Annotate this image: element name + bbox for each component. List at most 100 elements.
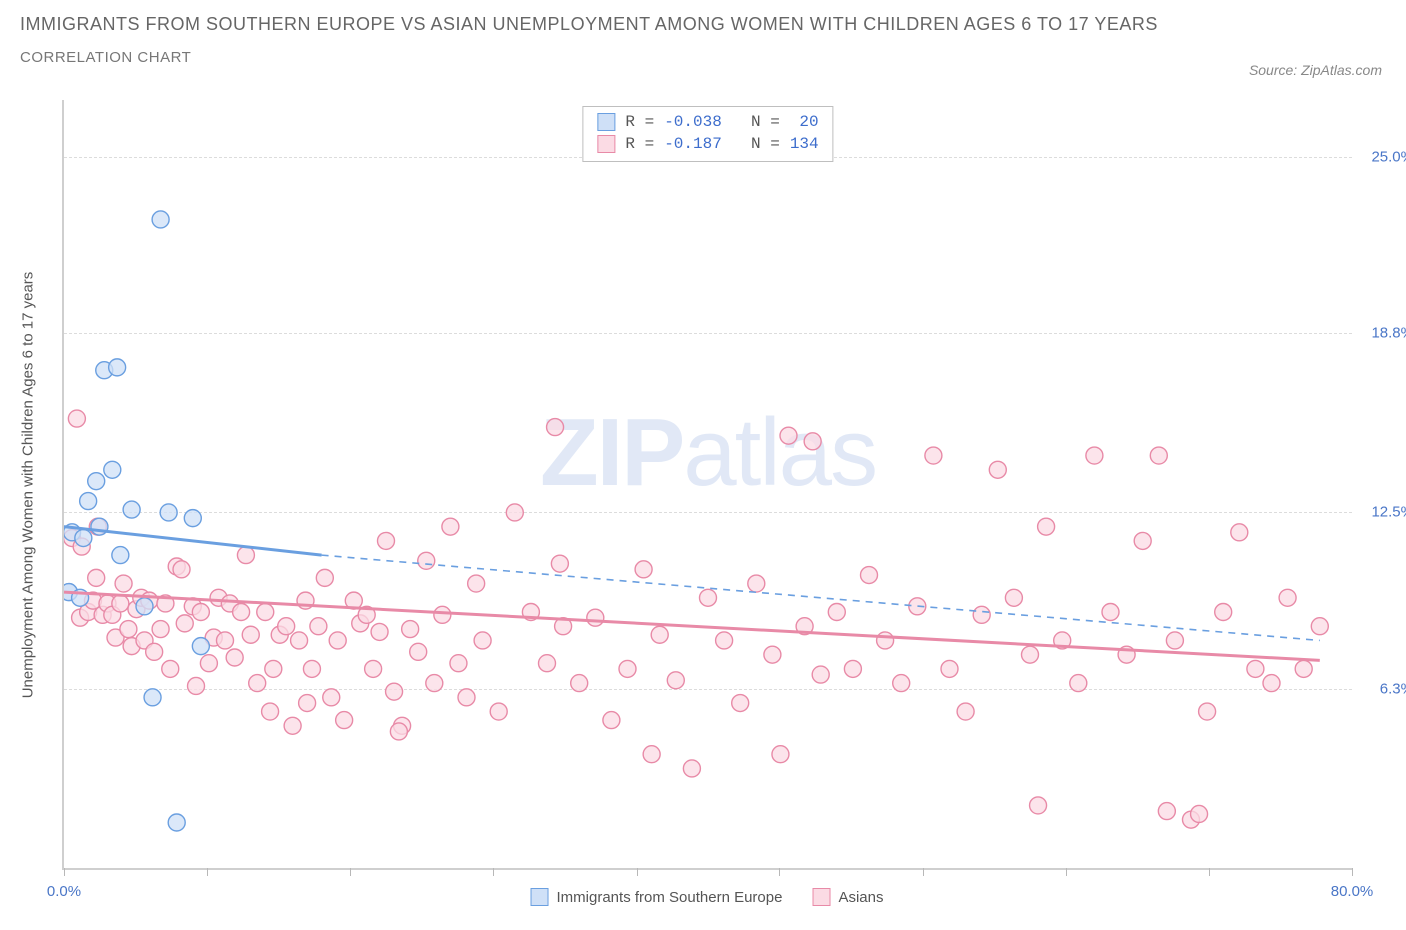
scatter-point: [861, 567, 878, 584]
scatter-point: [200, 655, 217, 672]
scatter-point: [844, 660, 861, 677]
correlation-legend: R = -0.038 N = 20 R = -0.187 N = 134: [582, 106, 833, 162]
legend-label-1: Immigrants from Southern Europe: [557, 889, 783, 906]
scatter-point: [893, 675, 910, 692]
scatter-point: [146, 643, 163, 660]
scatter-point: [144, 689, 161, 706]
legend-row-1: R = -0.038 N = 20: [597, 111, 818, 133]
scatter-point: [233, 604, 250, 621]
scatter-point: [265, 660, 282, 677]
legend-item-1: Immigrants from Southern Europe: [531, 888, 783, 906]
y-tick-label: 12.5%: [1360, 504, 1406, 521]
legend-item-2: Asians: [812, 888, 883, 906]
scatter-point: [160, 504, 177, 521]
x-tick: [923, 868, 924, 876]
scatter-point: [1215, 604, 1232, 621]
scatter-point: [1191, 805, 1208, 822]
scatter-point: [365, 660, 382, 677]
scatter-point: [68, 410, 85, 427]
scatter-point: [1030, 797, 1047, 814]
scatter-point: [386, 683, 403, 700]
scatter-point: [136, 598, 153, 615]
scatter-point: [1295, 660, 1312, 677]
scatter-point: [402, 621, 419, 638]
scatter-point: [418, 552, 435, 569]
scatter-point: [123, 501, 140, 518]
scatter-point: [450, 655, 467, 672]
scatter-point: [184, 510, 201, 527]
scatter-point: [249, 675, 266, 692]
trend-line: [64, 527, 322, 555]
x-tick: [493, 868, 494, 876]
scatter-point: [226, 649, 243, 666]
scatter-point: [115, 575, 132, 592]
scatter-point: [506, 504, 523, 521]
page-subtitle: CORRELATION CHART: [20, 49, 1386, 66]
scatter-point: [109, 359, 126, 376]
scatter-point: [120, 621, 137, 638]
scatter-point: [80, 493, 97, 510]
scatter-point: [804, 433, 821, 450]
scatter-point: [323, 689, 340, 706]
swatch-bottom-2: [812, 888, 830, 906]
scatter-point: [1311, 618, 1328, 635]
scatter-point: [619, 660, 636, 677]
scatter-point: [468, 575, 485, 592]
x-tick-label: 0.0%: [47, 883, 81, 900]
scatter-point: [587, 609, 604, 626]
plot-region: ZIPatlas R = -0.038 N = 20 R = -0.187 N …: [62, 100, 1352, 870]
x-tick: [1352, 868, 1353, 876]
x-tick: [637, 868, 638, 876]
legend-row-2: R = -0.187 N = 134: [597, 133, 818, 155]
scatter-point: [828, 604, 845, 621]
scatter-point: [329, 632, 346, 649]
x-tick: [1066, 868, 1067, 876]
swatch-bottom-1: [531, 888, 549, 906]
scatter-point: [299, 695, 316, 712]
scatter-point: [188, 677, 205, 694]
scatter-point: [1231, 524, 1248, 541]
scatter-point: [291, 632, 308, 649]
x-tick: [779, 868, 780, 876]
r-value-1: -0.038: [664, 111, 722, 133]
scatter-point: [192, 638, 209, 655]
scatter-point: [152, 211, 169, 228]
scatter-point: [925, 447, 942, 464]
r-value-2: -0.187: [664, 133, 722, 155]
scatter-point: [371, 623, 388, 640]
scatter-point: [168, 814, 185, 831]
scatter-point: [643, 746, 660, 763]
scatter-point: [989, 461, 1006, 478]
source-attribution: Source: ZipAtlas.com: [1249, 62, 1382, 78]
scatter-point: [176, 615, 193, 632]
scatter-point: [571, 675, 588, 692]
scatter-point: [1102, 604, 1119, 621]
scatter-point: [242, 626, 259, 643]
scatter-point: [104, 461, 121, 478]
scatter-point: [551, 555, 568, 572]
scatter-point: [278, 618, 295, 635]
y-axis-title: Unemployment Among Women with Children A…: [20, 272, 37, 699]
n-value-1: 20: [790, 111, 819, 133]
scatter-point: [1247, 660, 1264, 677]
scatter-point: [112, 547, 129, 564]
swatch-series-1: [597, 113, 615, 131]
scatter-point: [1070, 675, 1087, 692]
trend-line-extrapolated: [322, 555, 1320, 640]
scatter-point: [957, 703, 974, 720]
scatter-point: [1134, 532, 1151, 549]
scatter-point: [426, 675, 443, 692]
scatter-point: [192, 604, 209, 621]
scatter-point: [877, 632, 894, 649]
scatter-point: [217, 632, 234, 649]
legend-label-2: Asians: [838, 889, 883, 906]
scatter-point: [764, 646, 781, 663]
scatter-point: [716, 632, 733, 649]
x-tick: [64, 868, 65, 876]
scatter-point: [442, 518, 459, 535]
scatter-point: [772, 746, 789, 763]
scatter-point: [1166, 632, 1183, 649]
scatter-point: [635, 561, 652, 578]
scatter-point: [732, 695, 749, 712]
scatter-point: [257, 604, 274, 621]
